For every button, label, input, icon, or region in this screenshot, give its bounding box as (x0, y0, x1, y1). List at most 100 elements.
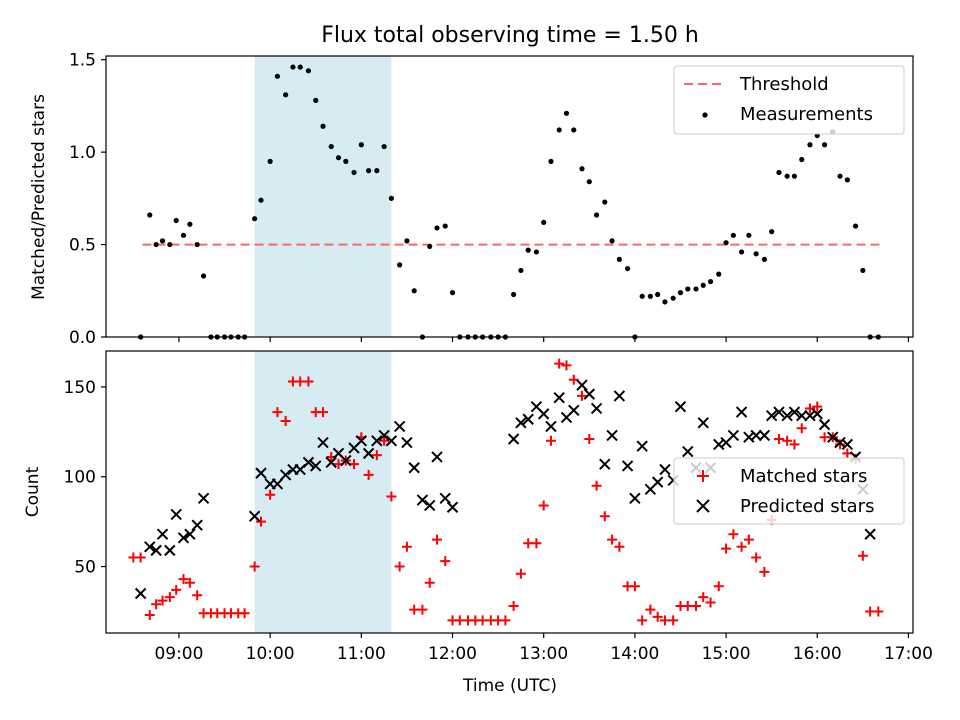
matched-star-marker (835, 439, 846, 450)
predicted-star-marker (811, 408, 823, 420)
matched-star-marker (584, 434, 595, 445)
measurement-point (187, 221, 193, 227)
matched-star-marker (759, 566, 770, 577)
matched-star-marker (728, 529, 739, 540)
predicted-star-marker (522, 413, 534, 425)
measurement-point (624, 265, 631, 272)
measurement-point (723, 240, 729, 246)
predicted-star-marker (325, 456, 337, 469)
predicted-star-marker (674, 400, 687, 413)
measurement-point (769, 229, 775, 235)
predicted-star-marker (606, 429, 618, 442)
matched-star-marker (751, 552, 762, 563)
measurement-point (328, 143, 334, 150)
measurement-points (138, 64, 881, 340)
measurement-point (556, 127, 562, 133)
measurement-point (252, 216, 258, 222)
measurement-point (655, 291, 661, 298)
matched-star-marker (303, 376, 314, 387)
matched-star-marker (394, 561, 405, 572)
legend-measurements-swatch (702, 112, 708, 118)
legend-threshold-label: Threshold (739, 74, 829, 95)
measurement-point (700, 282, 706, 288)
measurement-point (351, 169, 357, 176)
predicted-star-marker (758, 429, 771, 442)
measurement-point (525, 247, 531, 253)
matched-star-marker (873, 606, 884, 617)
matched-star-marker (576, 390, 587, 401)
predicted-star-marker (191, 519, 203, 531)
predicted-star-marker (424, 499, 436, 512)
measurement-point (776, 169, 782, 176)
predicted-star-marker (355, 435, 368, 447)
x-tick-label: 14:00 (610, 644, 659, 664)
predicted-star-marker (362, 447, 375, 460)
matched-star-marker (698, 592, 709, 603)
predicted-star-marker (750, 429, 762, 442)
predicted-star-marker (629, 492, 641, 504)
predicted-star-marker (144, 541, 156, 553)
measurement-point (548, 158, 554, 164)
matched-star-marker (192, 590, 203, 601)
predicted-star-marker (401, 436, 413, 449)
predicted-star-marker (184, 528, 196, 540)
matched-star-marker (690, 601, 701, 612)
matched-star-marker (249, 561, 260, 572)
predicted-star-marker (576, 379, 588, 391)
bottom-x-ticks: 09:00 10:00 11:00 12:00 13:00 14:00 15:00 16:00… (154, 633, 933, 664)
measurement-point (511, 291, 517, 298)
predicted-star-marker (697, 417, 709, 429)
bottom-y-axis-label: Count (23, 466, 43, 517)
predicted-star-marker (545, 420, 557, 433)
measurement-point (837, 173, 843, 179)
measurement-point (807, 142, 813, 148)
x-tick-label: 13:00 (519, 644, 568, 664)
predicted-star-marker (651, 476, 664, 488)
matched-star-marker (371, 450, 382, 461)
measurement-point (716, 271, 722, 277)
matched-star-marker (318, 407, 329, 418)
predicted-star-marker (416, 494, 429, 506)
measurement-point (374, 168, 380, 174)
predicted-star-marker (177, 532, 190, 544)
matched-star-marker (614, 541, 625, 552)
matched-star-marker (157, 595, 168, 606)
measurement-point (411, 288, 417, 294)
predicted-star-marker (841, 438, 854, 451)
measurement-point (274, 73, 281, 79)
predicted-star-marker (864, 528, 876, 540)
x-tick-label: 15:00 (702, 644, 751, 664)
predicted-star-marker (621, 460, 634, 472)
measurement-point (200, 273, 207, 279)
legend-matched-swatch (697, 470, 709, 482)
measurement-point (791, 173, 798, 179)
predicted-star-marker (613, 390, 626, 402)
measurement-point (449, 290, 456, 296)
measurement-point (579, 166, 585, 172)
measurement-point (852, 223, 859, 229)
measurement-point (427, 243, 433, 250)
measurement-point (258, 197, 264, 203)
measurement-point (586, 179, 592, 185)
matched-star-marker (554, 358, 565, 369)
matched-star-marker (171, 584, 182, 595)
y-tick-label: 50 (74, 558, 96, 578)
matched-star-marker (789, 439, 800, 450)
predicted-star-marker (317, 436, 329, 449)
predicted-star-marker (515, 417, 527, 429)
predicted-star-marker (827, 431, 839, 443)
measurement-point (609, 238, 615, 244)
matched-star-marker (178, 574, 189, 585)
measurement-point (381, 143, 387, 150)
measurement-point (685, 286, 691, 292)
matched-star-marker (256, 516, 267, 527)
x-tick-label: 09:00 (154, 644, 203, 664)
measurement-point (662, 299, 668, 305)
predicted-star-marker (788, 406, 801, 418)
predicted-star-marker (590, 402, 603, 415)
matched-star-marker (151, 599, 162, 610)
matched-star-marker (796, 423, 807, 434)
matched-star-marker (401, 541, 412, 552)
measurement-point (388, 195, 395, 201)
